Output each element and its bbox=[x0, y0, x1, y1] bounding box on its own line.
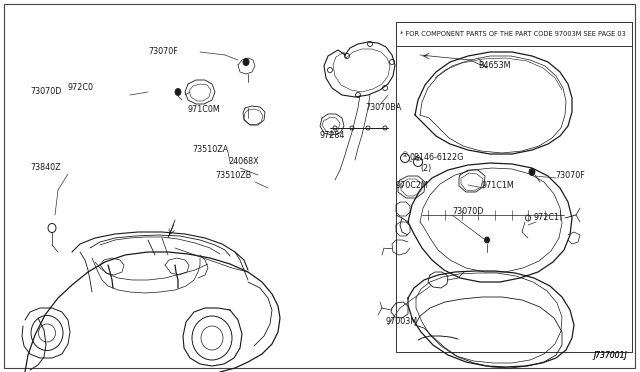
Ellipse shape bbox=[413, 157, 422, 167]
Ellipse shape bbox=[383, 86, 387, 90]
Text: (2): (2) bbox=[420, 164, 431, 173]
Ellipse shape bbox=[31, 315, 63, 350]
Ellipse shape bbox=[529, 169, 535, 176]
Bar bbox=[396, 22, 632, 352]
Text: 972C1: 972C1 bbox=[534, 214, 560, 222]
Ellipse shape bbox=[243, 58, 249, 65]
Text: J737001J: J737001J bbox=[593, 351, 627, 360]
Ellipse shape bbox=[390, 60, 394, 64]
Ellipse shape bbox=[38, 324, 56, 342]
Bar bbox=[396, 22, 632, 46]
Ellipse shape bbox=[484, 237, 490, 243]
Text: 73070D: 73070D bbox=[452, 208, 483, 217]
Ellipse shape bbox=[333, 126, 337, 130]
Ellipse shape bbox=[192, 316, 232, 360]
Text: 24068X: 24068X bbox=[228, 157, 259, 167]
Text: 971C0M: 971C0M bbox=[188, 106, 221, 115]
Text: B4653M: B4653M bbox=[478, 61, 511, 70]
Text: 73070BA: 73070BA bbox=[365, 103, 401, 112]
Ellipse shape bbox=[350, 126, 354, 130]
Text: 73070F: 73070F bbox=[555, 170, 585, 180]
Text: 97003M: 97003M bbox=[385, 317, 417, 327]
Text: 73510ZA: 73510ZA bbox=[192, 145, 228, 154]
Ellipse shape bbox=[175, 89, 181, 96]
Text: 73840Z: 73840Z bbox=[30, 164, 61, 173]
Ellipse shape bbox=[525, 215, 531, 221]
Ellipse shape bbox=[355, 93, 360, 97]
Text: 73070D: 73070D bbox=[30, 87, 61, 96]
Ellipse shape bbox=[383, 126, 387, 130]
Text: J737001J: J737001J bbox=[593, 351, 627, 360]
Text: 97284: 97284 bbox=[320, 131, 346, 140]
Ellipse shape bbox=[367, 42, 372, 46]
Text: 972C0: 972C0 bbox=[68, 83, 94, 93]
Text: ①: ① bbox=[415, 156, 421, 162]
Text: 73070F: 73070F bbox=[148, 48, 178, 57]
Text: ①: ① bbox=[402, 152, 408, 158]
Text: 08146-6122G: 08146-6122G bbox=[410, 154, 465, 163]
Ellipse shape bbox=[401, 154, 410, 163]
Ellipse shape bbox=[366, 126, 370, 130]
Text: 971C1M: 971C1M bbox=[482, 180, 515, 189]
Ellipse shape bbox=[48, 224, 56, 232]
Text: * FOR COMPONENT PARTS OF THE PART CODE 97003M SEE PAGE 03: * FOR COMPONENT PARTS OF THE PART CODE 9… bbox=[400, 31, 626, 37]
Text: 73510ZB: 73510ZB bbox=[215, 171, 252, 180]
Ellipse shape bbox=[201, 326, 223, 350]
Text: 970C2M: 970C2M bbox=[395, 180, 428, 189]
Ellipse shape bbox=[344, 54, 349, 58]
Ellipse shape bbox=[328, 67, 333, 73]
